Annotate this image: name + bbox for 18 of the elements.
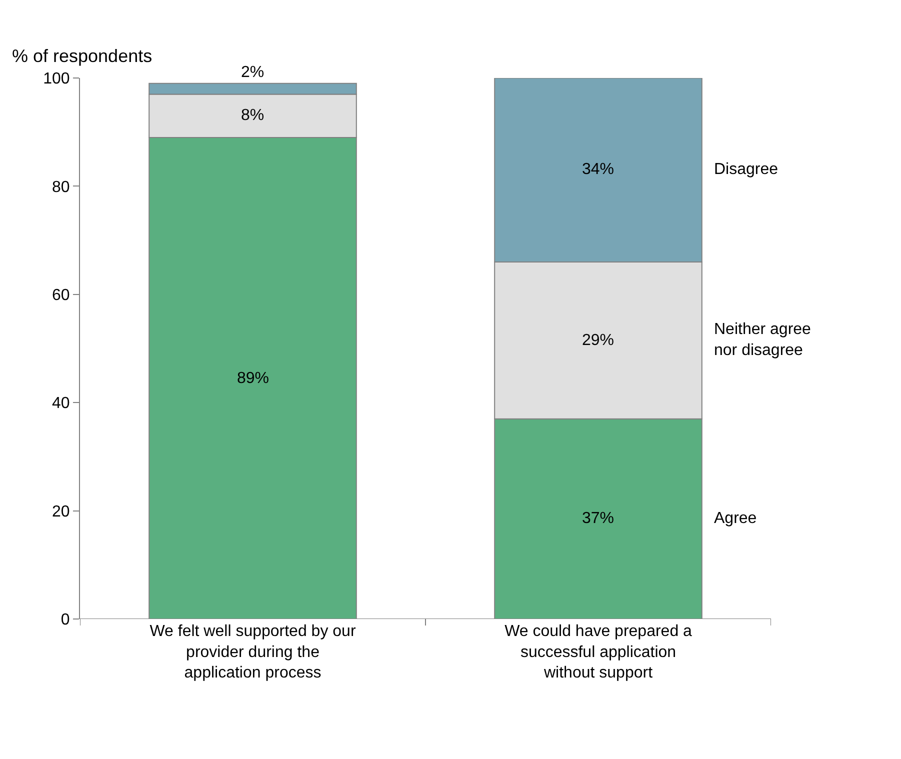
series-label: Neither agree nor disagree bbox=[714, 321, 812, 359]
y-tick-label: 20 bbox=[52, 503, 70, 520]
data-label: 37% bbox=[582, 510, 614, 527]
y-tick-label: 40 bbox=[52, 395, 70, 412]
y-tick-label: 0 bbox=[60, 612, 70, 629]
y-tick-label: 60 bbox=[52, 287, 70, 304]
data-label: 89% bbox=[237, 370, 270, 387]
x-tick-label: We could have prepared a successful application without support bbox=[504, 623, 692, 682]
series-label: Agree bbox=[714, 510, 757, 527]
x-tick-label: We felt well supported by our provider during the application process bbox=[150, 623, 356, 682]
data-label: 2% bbox=[241, 64, 264, 81]
y-tick-label: 100 bbox=[43, 70, 70, 88]
y-tick-label: 80 bbox=[52, 178, 70, 196]
data-label: 34% bbox=[582, 161, 614, 178]
series-label: Disagree bbox=[714, 161, 778, 178]
data-label: 8% bbox=[241, 107, 264, 124]
y-axis-title: % of respondents bbox=[12, 46, 152, 66]
data-label: 29% bbox=[582, 332, 614, 349]
